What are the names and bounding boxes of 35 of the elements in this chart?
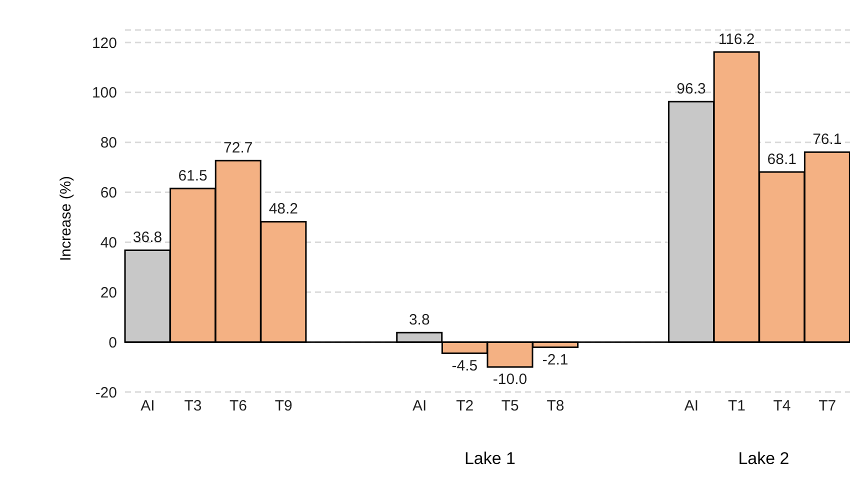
text: Lake 1 (464, 449, 516, 468)
x-tick-label: T8 (546, 398, 564, 415)
data-label: -4.5 (452, 357, 478, 374)
x-tick-label: T1 (728, 398, 746, 415)
data-label: -10.0 (492, 371, 528, 388)
data-label: 72.7 (224, 140, 253, 157)
x-tick-label: T5 (501, 398, 519, 415)
data-label: 36.8 (132, 229, 162, 246)
data-label: 96.3 (676, 80, 706, 98)
y-tick-label: 0 (108, 334, 117, 352)
y-tick-label: 60 (100, 184, 117, 202)
data-label: 68.1 (767, 151, 796, 168)
x-tick-label: T2 (456, 398, 474, 415)
y-tick-label: 100 (92, 84, 117, 102)
data-label: 3.8 (408, 312, 430, 329)
data-label: 48.2 (268, 200, 298, 218)
y-tick-label: -20 (95, 384, 117, 402)
x-tick-label: AI (684, 398, 698, 415)
x-tick-label: AI (412, 398, 427, 415)
data-label: 76.1 (812, 131, 842, 148)
text: Lake 2 (738, 449, 790, 468)
y-tick-label: 120 (92, 34, 117, 52)
x-tick-label: T9 (274, 398, 292, 415)
y-axis-title: Increase (%) (57, 176, 74, 261)
data-label: -2.1 (542, 351, 568, 368)
x-tick-label: T3 (184, 398, 202, 415)
data-label: 61.5 (178, 168, 208, 185)
y-tick-label: 20 (100, 284, 117, 302)
data-label: 116.2 (718, 30, 755, 48)
y-tick-label: 40 (100, 234, 117, 252)
x-tick-label: AI (140, 398, 155, 415)
x-tick-label: T4 (773, 398, 791, 415)
x-tick-label: T7 (818, 398, 836, 415)
x-tick-label: T6 (230, 398, 248, 415)
y-tick-label: 80 (100, 134, 117, 152)
